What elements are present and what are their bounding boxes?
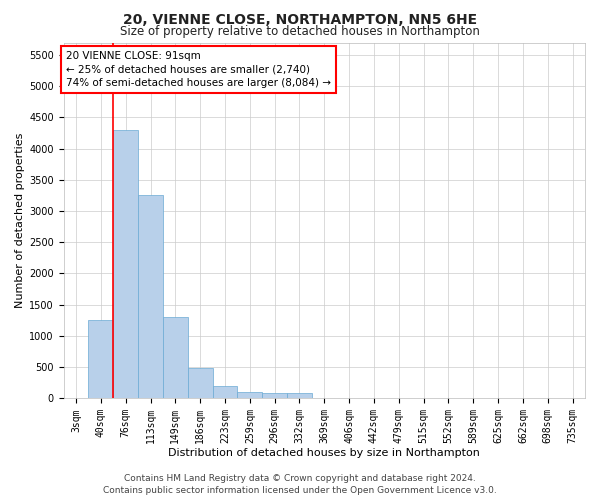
Bar bbox=[287, 394, 312, 398]
Text: Size of property relative to detached houses in Northampton: Size of property relative to detached ho… bbox=[120, 25, 480, 38]
Text: 20 VIENNE CLOSE: 91sqm
← 25% of detached houses are smaller (2,740)
74% of semi-: 20 VIENNE CLOSE: 91sqm ← 25% of detached… bbox=[66, 52, 331, 88]
Bar bbox=[238, 392, 262, 398]
Bar bbox=[188, 368, 212, 398]
Text: Contains HM Land Registry data © Crown copyright and database right 2024.
Contai: Contains HM Land Registry data © Crown c… bbox=[103, 474, 497, 495]
X-axis label: Distribution of detached houses by size in Northampton: Distribution of detached houses by size … bbox=[169, 448, 480, 458]
Bar bbox=[163, 317, 188, 398]
Bar bbox=[88, 320, 113, 398]
Bar bbox=[212, 386, 238, 398]
Bar bbox=[113, 130, 138, 398]
Bar bbox=[262, 394, 287, 398]
Bar bbox=[138, 196, 163, 398]
Y-axis label: Number of detached properties: Number of detached properties bbox=[15, 132, 25, 308]
Text: 20, VIENNE CLOSE, NORTHAMPTON, NN5 6HE: 20, VIENNE CLOSE, NORTHAMPTON, NN5 6HE bbox=[123, 12, 477, 26]
